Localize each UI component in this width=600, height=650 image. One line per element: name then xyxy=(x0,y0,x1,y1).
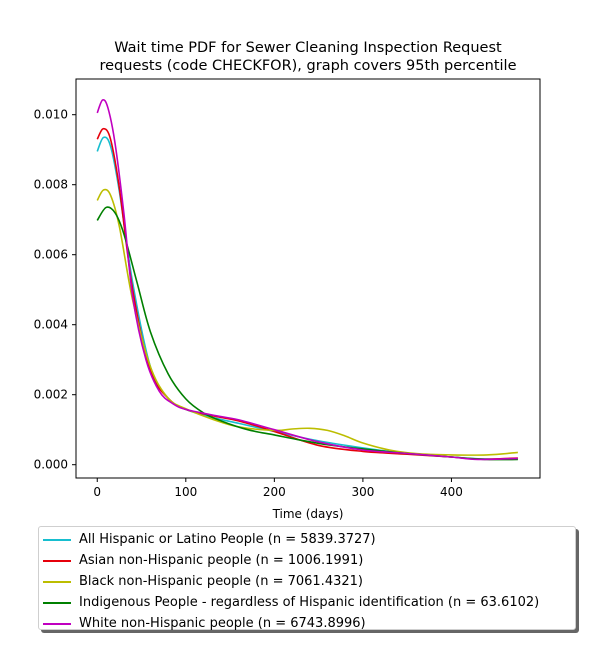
legend-swatch xyxy=(43,601,71,604)
chart-title-line: requests (code CHECKFOR), graph covers 9… xyxy=(99,58,516,74)
series-line-3 xyxy=(96,188,518,456)
legend-swatch xyxy=(43,580,71,583)
x-tick-label: 0 xyxy=(93,485,101,499)
chart-title-line: Wait time PDF for Sewer Cleaning Inspect… xyxy=(114,40,502,56)
legend-label: White non-Hispanic people (n = 6743.8996… xyxy=(79,616,366,631)
y-tick-label: 0.002 xyxy=(34,388,68,402)
series-lines xyxy=(96,98,518,461)
legend-item: All Hispanic or Latino People (n = 5839.… xyxy=(39,529,575,550)
x-axis-label: Time (days) xyxy=(272,507,344,520)
series-line-4 xyxy=(96,206,518,461)
x-tick-label: 200 xyxy=(263,485,286,499)
legend-swatch xyxy=(43,622,71,625)
y-tick-label: 0.000 xyxy=(34,458,68,472)
legend-swatch xyxy=(43,538,71,541)
legend-label: Asian non-Hispanic people (n = 1006.1991… xyxy=(79,553,364,568)
legend-swatch xyxy=(43,559,71,562)
y-tick-label: 0.006 xyxy=(34,248,68,262)
legend: All Hispanic or Latino People (n = 5839.… xyxy=(38,526,576,631)
plot-area-frame xyxy=(75,78,541,479)
series-line-2 xyxy=(96,127,518,460)
x-tick-label: 100 xyxy=(174,485,197,499)
chart-title: Wait time PDF for Sewer Cleaning Inspect… xyxy=(99,40,516,74)
legend-item: Asian non-Hispanic people (n = 1006.1991… xyxy=(39,550,575,571)
y-tick-label: 0.010 xyxy=(34,108,68,122)
legend-label: All Hispanic or Latino People (n = 5839.… xyxy=(79,532,376,547)
y-tick-label: 0.008 xyxy=(34,178,68,192)
series-line-1 xyxy=(96,136,518,460)
series-line-5 xyxy=(96,98,518,461)
y-axis: 0.000 0.002 0.004 0.006 0.008 0.010 xyxy=(34,108,76,472)
legend-item: Black non-Hispanic people (n = 7061.4321… xyxy=(39,571,575,592)
legend-item: White non-Hispanic people (n = 6743.8996… xyxy=(39,613,575,634)
x-tick-label: 400 xyxy=(440,485,463,499)
x-axis: 0 100 200 300 400 xyxy=(93,478,463,499)
legend-label: Black non-Hispanic people (n = 7061.4321… xyxy=(79,574,363,589)
legend-item: Indigenous People - regardless of Hispan… xyxy=(39,592,575,613)
x-tick-label: 300 xyxy=(351,485,374,499)
chart-canvas: Wait time PDF for Sewer Cleaning Inspect… xyxy=(34,40,541,520)
y-tick-label: 0.004 xyxy=(34,318,68,332)
legend-label: Indigenous People - regardless of Hispan… xyxy=(79,595,540,610)
